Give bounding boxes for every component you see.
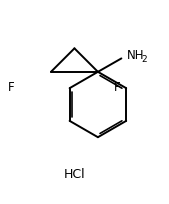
Text: NH: NH — [127, 49, 145, 62]
Text: HCl: HCl — [64, 167, 85, 181]
Text: F: F — [114, 81, 120, 94]
Text: F: F — [8, 81, 15, 94]
Text: 2: 2 — [141, 55, 147, 64]
